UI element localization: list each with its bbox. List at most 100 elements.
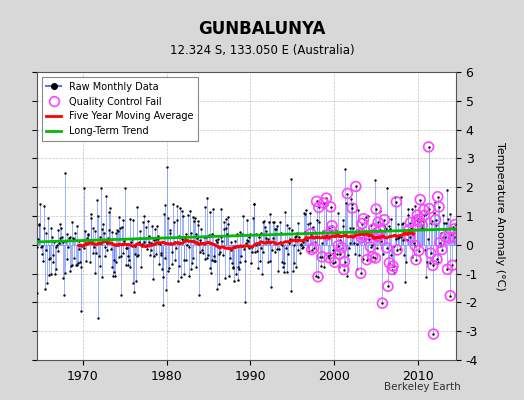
- Point: [255, 241, 264, 248]
- Point: [392, 199, 400, 205]
- Point: [199, 250, 207, 256]
- Point: [312, 273, 320, 279]
- Point: [183, 212, 192, 218]
- Point: [398, 220, 407, 226]
- Point: [266, 210, 275, 217]
- Point: [137, 264, 145, 270]
- Point: [168, 261, 176, 268]
- Point: [345, 239, 354, 246]
- Point: [93, 315, 102, 321]
- Point: [418, 224, 426, 231]
- Point: [450, 226, 458, 232]
- Point: [358, 220, 366, 227]
- Point: [157, 252, 166, 258]
- Point: [348, 205, 356, 211]
- Point: [329, 260, 337, 266]
- Point: [386, 226, 394, 232]
- Point: [119, 217, 128, 224]
- Point: [322, 195, 331, 201]
- Text: Berkeley Earth: Berkeley Earth: [385, 382, 461, 392]
- Point: [77, 264, 85, 270]
- Point: [47, 270, 55, 277]
- Point: [259, 219, 268, 226]
- Point: [287, 176, 296, 182]
- Point: [356, 270, 365, 276]
- Point: [145, 238, 153, 245]
- Point: [110, 268, 118, 275]
- Point: [383, 245, 391, 251]
- Point: [94, 213, 103, 220]
- Point: [305, 248, 313, 254]
- Point: [274, 268, 282, 275]
- Point: [33, 290, 41, 297]
- Point: [233, 264, 242, 271]
- Point: [364, 213, 373, 220]
- Point: [79, 244, 88, 251]
- Point: [237, 230, 246, 237]
- Point: [166, 227, 174, 234]
- Point: [68, 262, 77, 268]
- Point: [96, 234, 105, 241]
- Point: [371, 255, 379, 261]
- Point: [247, 260, 255, 266]
- Point: [141, 224, 150, 230]
- Point: [435, 240, 444, 246]
- Point: [337, 239, 345, 245]
- Point: [103, 240, 112, 246]
- Point: [310, 244, 318, 251]
- Point: [347, 201, 356, 208]
- Point: [334, 243, 343, 249]
- Point: [321, 233, 329, 240]
- Point: [357, 234, 366, 241]
- Point: [441, 234, 450, 240]
- Point: [448, 262, 456, 268]
- Point: [431, 216, 440, 223]
- Point: [373, 245, 381, 252]
- Point: [201, 204, 209, 210]
- Point: [308, 224, 316, 231]
- Point: [106, 205, 114, 212]
- Point: [410, 240, 418, 247]
- Point: [149, 253, 158, 260]
- Point: [214, 281, 223, 287]
- Point: [40, 224, 49, 231]
- Point: [335, 251, 344, 257]
- Point: [322, 195, 331, 201]
- Point: [405, 227, 413, 233]
- Point: [175, 233, 183, 240]
- Point: [320, 200, 328, 206]
- Point: [193, 222, 202, 228]
- Point: [239, 213, 247, 220]
- Point: [283, 269, 291, 275]
- Point: [38, 243, 47, 250]
- Point: [152, 251, 160, 257]
- Point: [343, 190, 352, 197]
- Point: [401, 278, 409, 285]
- Point: [444, 216, 452, 222]
- Point: [262, 228, 270, 234]
- Point: [231, 237, 239, 244]
- Point: [278, 242, 287, 248]
- Point: [387, 252, 396, 258]
- Point: [187, 230, 195, 236]
- Point: [87, 215, 95, 222]
- Point: [417, 216, 425, 222]
- Point: [166, 230, 174, 236]
- Point: [352, 183, 360, 190]
- Point: [156, 250, 165, 256]
- Point: [49, 252, 57, 258]
- Point: [273, 223, 281, 230]
- Point: [41, 286, 49, 292]
- Point: [139, 212, 148, 219]
- Point: [82, 241, 91, 247]
- Point: [183, 242, 191, 248]
- Point: [269, 219, 277, 225]
- Point: [208, 230, 216, 237]
- Point: [299, 239, 307, 246]
- Point: [323, 232, 331, 238]
- Point: [291, 264, 300, 270]
- Point: [432, 222, 441, 228]
- Point: [279, 264, 287, 271]
- Point: [340, 266, 348, 273]
- Point: [304, 242, 312, 249]
